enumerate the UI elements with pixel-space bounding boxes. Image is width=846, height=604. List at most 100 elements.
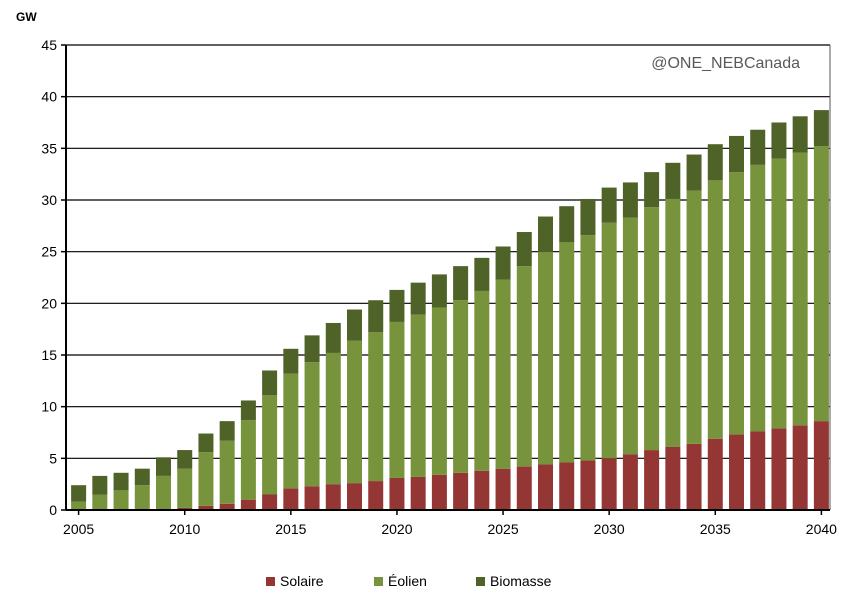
bar-éolien-2026 [516,266,532,467]
bar-biomasse-2035 [707,144,723,181]
bar-éolien-2013 [240,420,256,500]
x-tick-label: 2040 [806,521,837,537]
bar-biomasse-2039 [792,116,808,153]
bar-solaire-2015 [283,488,299,510]
y-tick-label: 10 [41,399,57,415]
bar-éolien-2016 [304,362,320,487]
bar-solaire-2029 [580,460,596,510]
bar-éolien-2012 [219,440,235,504]
bar-solaire-2038 [771,428,787,510]
bar-éolien-2011 [198,452,214,506]
bar-solaire-2028 [559,462,575,510]
y-tick-label: 30 [41,192,57,208]
bar-biomasse-2012 [219,421,235,441]
bar-éolien-2007 [113,490,129,510]
bar-biomasse-2005 [71,485,87,502]
bar-biomasse-2010 [177,450,193,469]
bar-biomasse-2007 [113,472,129,491]
y-tick-label: 20 [41,295,57,311]
x-tick-label: 2030 [594,521,625,537]
bar-éolien-2008 [134,485,150,510]
bar-éolien-2005 [71,501,87,510]
bar-éolien-2031 [622,217,638,455]
bar-éolien-2032 [644,207,660,451]
bar-solaire-2030 [601,458,617,510]
bar-biomasse-2028 [559,206,575,243]
bar-solaire-2036 [729,434,744,510]
bar-solaire-2026 [516,466,532,510]
bar-biomasse-2033 [665,162,681,199]
bar-biomasse-2022 [431,274,447,308]
bar-éolien-2025 [495,279,511,469]
bar-éolien-2018 [347,340,362,484]
bar-biomasse-2032 [644,172,660,208]
bar-biomasse-2014 [262,370,278,396]
bar-biomasse-2030 [601,187,617,223]
bar-éolien-2028 [559,242,575,463]
legend-swatch-éolien [374,577,383,586]
y-tick-label: 40 [41,89,57,105]
bar-éolien-2020 [389,321,405,478]
bar-solaire-2019 [368,481,384,510]
bar-solaire-2034 [686,443,702,510]
bar-biomasse-2008 [134,468,150,486]
bar-éolien-2035 [707,180,723,439]
bar-solaire-2014 [262,494,278,510]
bar-solaire-2018 [347,483,362,510]
x-tick-label: 2010 [169,521,200,537]
bar-biomasse-2029 [580,198,596,236]
y-tick-label: 15 [41,347,57,363]
bar-biomasse-2009 [156,457,171,476]
y-tick-label: 45 [41,37,57,53]
y-tick-label: 0 [49,502,57,518]
bar-biomasse-2017 [325,322,341,353]
bar-biomasse-2006 [92,475,108,495]
x-tick-label: 2035 [700,521,731,537]
legend-label: Biomasse [490,573,552,589]
y-tick-label: 35 [41,140,57,156]
bar-solaire-2027 [538,464,553,510]
bar-biomasse-2036 [729,135,744,173]
bar-solaire-2011 [198,505,214,510]
x-tick-label: 2025 [487,521,518,537]
bar-éolien-2023 [453,300,469,473]
bar-biomasse-2015 [283,348,299,374]
bar-solaire-2039 [792,425,808,510]
bar-éolien-2038 [771,158,787,429]
bar-solaire-2016 [304,486,320,510]
bar-solaire-2010 [177,507,193,510]
bar-éolien-2017 [325,352,341,485]
bar-éolien-2040 [813,146,829,422]
bar-biomasse-2011 [198,433,214,453]
x-tick-label: 2015 [275,521,306,537]
x-tick-label: 2020 [381,521,412,537]
bar-éolien-2022 [431,307,447,475]
bar-solaire-2023 [453,472,469,510]
bar-éolien-2009 [156,475,171,510]
bar-éolien-2034 [686,190,702,444]
bar-solaire-2012 [219,503,235,510]
bar-biomasse-2031 [622,182,638,218]
bar-éolien-2019 [368,332,384,482]
bar-biomasse-2019 [368,300,384,333]
bar-éolien-2014 [262,395,278,495]
x-tick-label: 2005 [63,521,94,537]
bar-biomasse-2020 [389,289,405,322]
bar-solaire-2032 [644,450,660,510]
bar-éolien-2039 [792,152,808,426]
bar-biomasse-2016 [304,335,320,363]
bar-biomasse-2023 [453,266,469,301]
gridlines [66,44,830,459]
y-tick-label: 5 [49,450,57,466]
legend-swatch-solaire [266,577,275,586]
legend-swatch-biomasse [476,577,485,586]
bar-solaire-2035 [707,438,723,510]
bar-solaire-2020 [389,477,405,510]
bar-éolien-2033 [665,198,681,447]
bar-solaire-2013 [240,499,256,510]
bar-éolien-2036 [729,172,744,435]
bar-solaire-2025 [495,468,511,510]
bars [71,110,829,510]
